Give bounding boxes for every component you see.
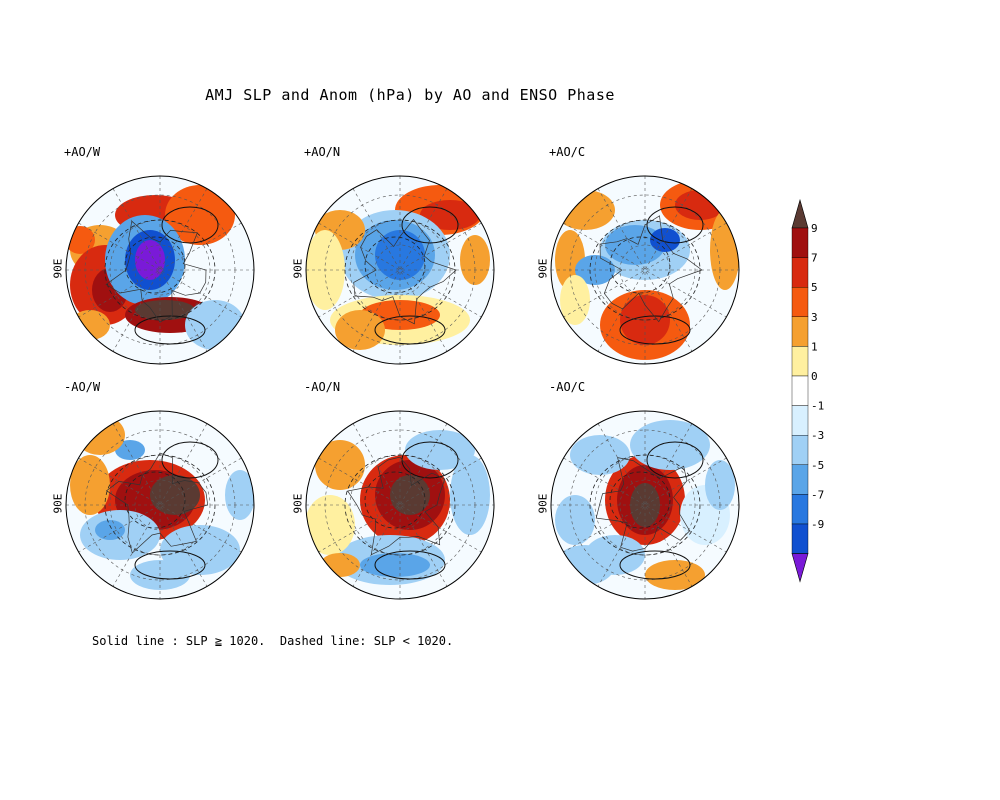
panel-label: -AO/C [549, 380, 586, 394]
anomaly-region [560, 275, 590, 325]
anomaly-region [390, 475, 430, 515]
panel-label: +AO/W [64, 145, 101, 159]
polar-map-panel [305, 410, 495, 600]
longitude-label: 90E [51, 493, 65, 514]
anomaly-region [555, 495, 595, 545]
polar-map-panel [305, 175, 495, 365]
colorbar-tick-label: -3 [811, 429, 824, 442]
anomaly-region [570, 435, 630, 475]
anomaly-region [360, 553, 430, 577]
colorbar-segment [791, 287, 809, 318]
anomaly-region [115, 440, 145, 460]
anomaly-region [705, 460, 735, 510]
colorbar-segment [791, 405, 809, 436]
anomaly-region [710, 210, 739, 290]
anomaly-region [95, 520, 125, 540]
longitude-label: 90E [291, 258, 305, 279]
longitude-label: 90E [536, 258, 550, 279]
anomaly-region [555, 545, 615, 585]
coastline [105, 220, 207, 323]
colorbar-segment [791, 346, 809, 377]
colorbar-tick-label: -5 [811, 459, 824, 472]
coastline [347, 456, 446, 556]
anomaly-region [135, 240, 165, 280]
colorbar-segment [791, 257, 809, 288]
anomaly-region [630, 420, 710, 470]
longitude-label: 90E [291, 493, 305, 514]
colorbar-tick-label: 7 [811, 252, 818, 265]
panel-label: -AO/N [304, 380, 341, 394]
anomaly-region [555, 190, 615, 230]
colorbar-segment [791, 523, 809, 554]
anomaly-region [315, 440, 365, 490]
colorbar-tick-label: -7 [811, 488, 824, 501]
panel-label: -AO/W [64, 380, 101, 394]
colorbar-segment [791, 316, 809, 347]
anomaly-region [450, 455, 490, 535]
polar-map-panel [65, 410, 255, 600]
panel-label: +AO/N [304, 145, 341, 159]
anomaly-region [70, 455, 110, 515]
anomaly-region [645, 560, 705, 590]
anomaly-region [160, 525, 240, 575]
colorbar-tick-label: 3 [811, 311, 818, 324]
anomaly-region [70, 310, 110, 340]
figure-title: AMJ SLP and Anom (hPa) by AO and ENSO Ph… [205, 86, 615, 104]
longitude-label: 90E [51, 258, 65, 279]
anomaly-region [306, 495, 355, 555]
coastline [353, 218, 457, 325]
anomaly-region [630, 483, 660, 527]
polar-map-panel [65, 175, 255, 365]
colorbar-segment [791, 464, 809, 495]
colorbar-segment [791, 494, 809, 525]
anomaly-region [460, 235, 490, 285]
colorbar-tick-label: 0 [811, 370, 818, 383]
polar-map-panel [550, 175, 740, 365]
anomaly-region [605, 225, 665, 265]
anomaly-region [650, 228, 680, 252]
longitude-label: 90E [536, 493, 550, 514]
colorbar-segment [791, 227, 809, 258]
colorbar-segment [791, 375, 809, 406]
anomaly-region [320, 553, 360, 577]
colorbar-tick-label: 9 [811, 222, 818, 235]
coastline [595, 457, 691, 552]
colorbar-segment [791, 435, 809, 466]
colorbar-tick-label: 1 [811, 340, 818, 353]
coastline [106, 452, 209, 554]
polar-map-panel [550, 410, 740, 600]
colorbar-tick-label: 5 [811, 281, 818, 294]
panel-label: +AO/C [549, 145, 586, 159]
anomaly-region [225, 470, 254, 520]
footnote: Solid line : SLP ≧ 1020. Dashed line: SL… [92, 634, 454, 648]
colorbar: 9 7 5 3 1 0 -1 -3 -5 -7 -9 [791, 198, 824, 583]
colorbar-tick-label: -1 [811, 400, 824, 413]
colorbar-tick-label: -9 [811, 518, 824, 531]
coastline [599, 215, 703, 323]
